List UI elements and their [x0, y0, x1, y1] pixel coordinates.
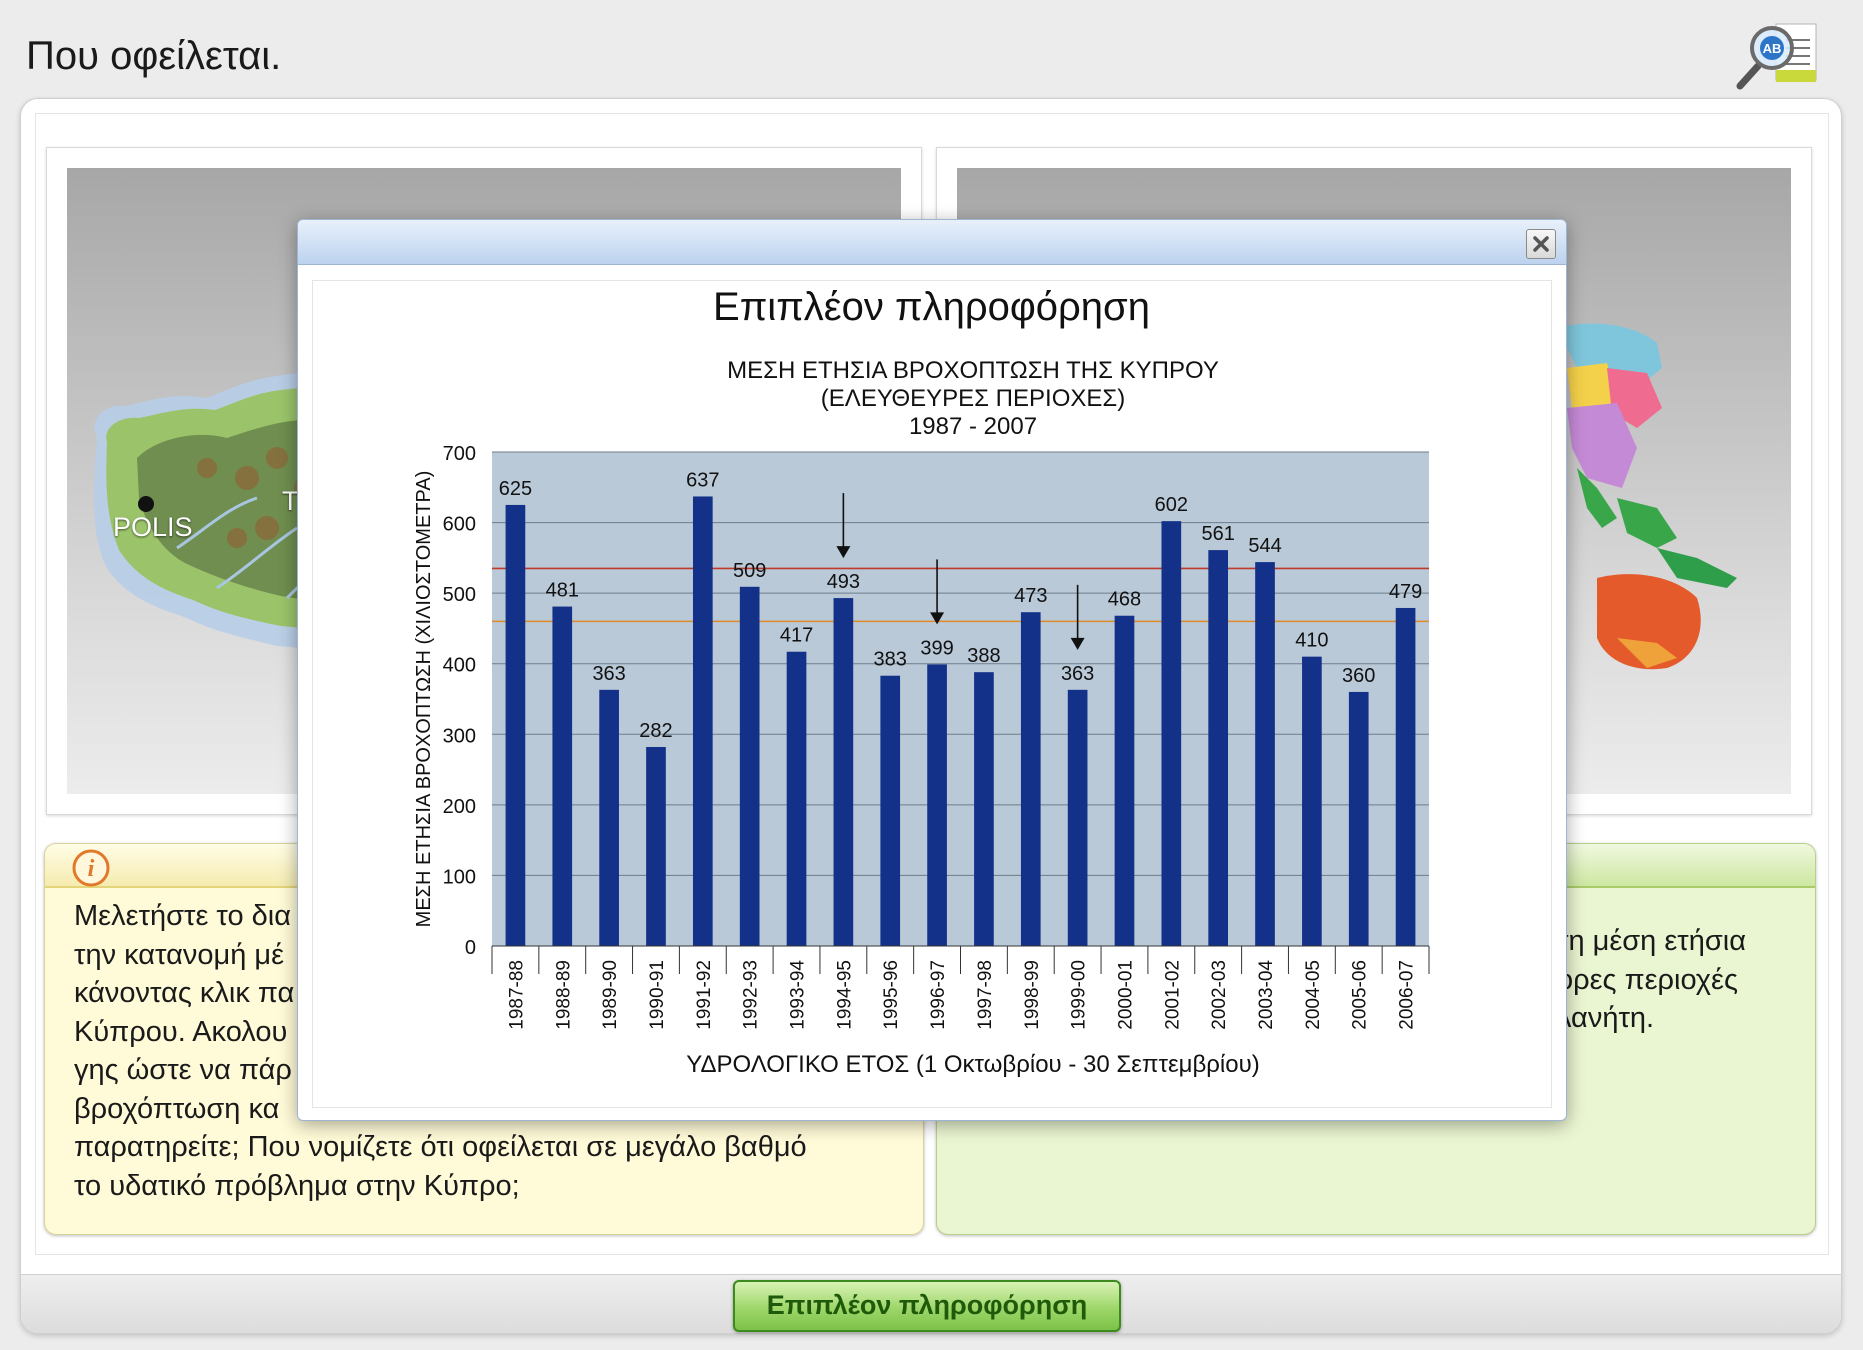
info-line: παρατηρείτε; Που νομίζετε ότι οφείλεται … — [74, 1131, 807, 1163]
right-info-text: τη μέση ετήσια ορες περιοχές λανήτη. — [1557, 922, 1746, 1038]
dialog-titlebar[interactable] — [298, 220, 1566, 265]
info-line: Μελετήστε το δια — [74, 900, 292, 932]
info-line: το υδατικό πρόβλημα στην Κύπρο; — [74, 1169, 520, 1202]
more-info-button[interactable]: Επιπλέον πληροφόρηση — [733, 1280, 1121, 1332]
info-line: ορες περιοχές — [1557, 963, 1738, 996]
info-line: την κατανομή μέ — [74, 938, 285, 971]
close-icon — [1533, 236, 1549, 252]
dialog-body — [312, 280, 1552, 1108]
world-map-fragment — [1557, 323, 1737, 670]
info-icon: i — [72, 849, 110, 887]
dialog-heading: Επιπλέον πληροφόρηση — [713, 285, 1150, 329]
left-info-text: Μελετήστε το δια την κατανομή μέ κάνοντα… — [74, 897, 807, 1205]
magnifier-dictionary-icon: AB — [1736, 23, 1817, 90]
info-line: γης ώστε να πάρ — [74, 1054, 292, 1086]
page-title: Που οφείλεται. — [26, 34, 282, 78]
more-info-dialog — [297, 219, 1567, 1121]
info-line: Κύπρου. Ακολου — [74, 1015, 288, 1048]
info-line: βροχόπτωση κα — [74, 1092, 280, 1125]
info-line: λανήτη. — [1557, 1002, 1655, 1034]
glossary-badge-text: AB — [1763, 41, 1782, 56]
map-label-polis: POLIS — [113, 512, 193, 542]
close-button[interactable] — [1526, 229, 1556, 259]
glossary-button[interactable]: AB — [1732, 16, 1828, 96]
info-line: τη μέση ετήσια — [1557, 925, 1746, 957]
info-line: κάνοντας κλικ πα — [74, 977, 295, 1009]
svg-text:i: i — [88, 856, 95, 882]
